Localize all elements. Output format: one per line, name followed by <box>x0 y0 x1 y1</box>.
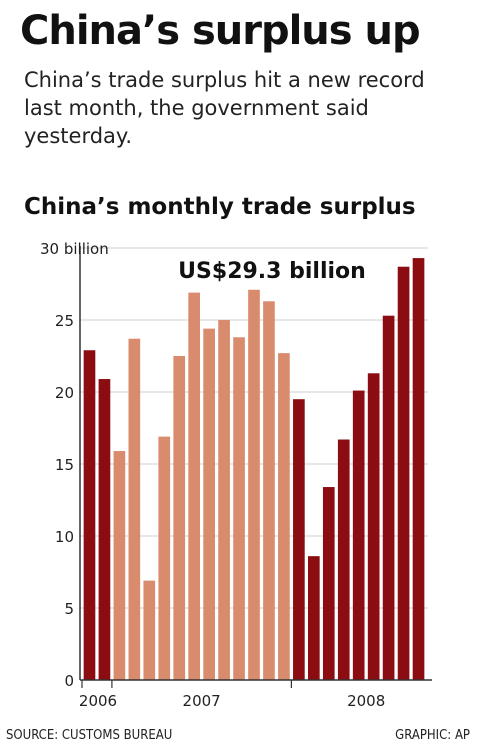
y-tick-label-5: 5 <box>64 600 74 618</box>
labels: 0 5 10 15 20 25 30 billion 2006 2007 2008 US$29.3 … <box>40 240 385 710</box>
x-label-2006: 2006 <box>79 692 117 710</box>
bar-3 <box>113 451 126 680</box>
bar-12 <box>248 289 260 680</box>
bar-2 <box>98 379 111 680</box>
bar-13 <box>263 301 275 680</box>
bar-22 <box>397 266 410 680</box>
y-tick-label-15: 15 <box>55 456 74 474</box>
bar-21 <box>382 315 395 680</box>
y-tick-label-0: 0 <box>64 672 74 690</box>
bar-18 <box>337 439 350 680</box>
bar-14 <box>278 353 290 680</box>
y-tick-label-20: 20 <box>55 384 74 402</box>
annotation-peak: US$29.3 billion <box>178 259 366 284</box>
x-label-2008: 2008 <box>347 692 385 710</box>
bar-16 <box>307 556 320 680</box>
bar-5 <box>143 580 156 680</box>
bar-17 <box>322 487 335 680</box>
chart-title: China’s monthly trade surplus <box>24 194 416 220</box>
bar-20 <box>367 373 380 680</box>
bar-6 <box>158 436 171 680</box>
bar-chart: 0 5 10 15 20 25 30 billion 2006 2007 2008 US$29.3 … <box>40 240 432 710</box>
x-label-2007: 2007 <box>183 692 221 710</box>
bar-19 <box>352 390 365 680</box>
headline: China’s surplus up <box>20 8 421 54</box>
y-tick-label-25: 25 <box>55 312 74 330</box>
bar-1 <box>83 350 96 680</box>
bar-9 <box>203 328 215 680</box>
bar-15 <box>293 399 305 680</box>
bar-10 <box>218 320 230 680</box>
axes <box>79 246 432 688</box>
bar-7 <box>173 356 186 680</box>
graphic-credit: GRAPHIC: AP <box>395 728 470 743</box>
y-tick-label-10: 10 <box>55 528 74 546</box>
y-tick-label-30: 30 billion <box>40 240 109 258</box>
bars <box>83 258 425 680</box>
dek-text: China’s trade surplus hit a new record l… <box>24 68 425 148</box>
bar-4 <box>128 338 141 680</box>
bar-8 <box>188 292 201 680</box>
bar-23 <box>412 258 425 680</box>
bar-11 <box>233 337 245 680</box>
source-credit: SOURCE: CUSTOMS BUREAU <box>6 728 173 743</box>
